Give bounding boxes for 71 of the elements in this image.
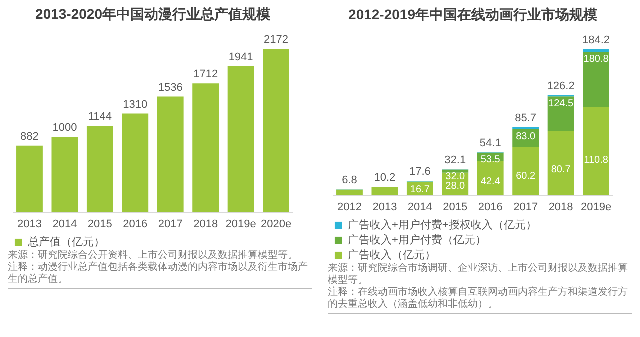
x-tick-label: 2014	[52, 218, 78, 230]
bar	[583, 107, 610, 195]
source-note: 来源：研究院综合公开资料、上市公司财报以及数据推算模型等。	[8, 250, 299, 262]
bar	[372, 187, 398, 195]
bar	[442, 170, 469, 173]
x-tick-label: 2018	[548, 202, 574, 214]
total-label: 6.8	[342, 174, 358, 187]
legend-label: 广告收入+用户付费（亿元）	[348, 234, 486, 246]
total-label: 10.2	[374, 172, 396, 184]
legend-label: 广告收入+用户付费+授权收入（亿元）	[348, 218, 537, 232]
x-tick-label: 2015	[443, 202, 468, 214]
chart-title: 2013-2020年中国动漫行业总产值规模	[36, 6, 272, 22]
x-tick-label: 2013	[372, 202, 398, 214]
x-tick-label: 2013	[17, 218, 42, 230]
data-label: 1712	[194, 68, 218, 81]
annotation: 53.5	[480, 154, 501, 166]
data-label: 1941	[228, 51, 254, 64]
data-label: 1144	[88, 111, 112, 124]
bar	[86, 126, 114, 212]
legend-label: 广告收入（亿元）	[348, 248, 436, 262]
bar	[192, 84, 220, 212]
chart-title: 2012-2019年中国在线动画行业市场规模	[348, 6, 598, 22]
x-tick-label: 2016	[478, 202, 503, 214]
bar	[548, 96, 574, 132]
bar	[512, 147, 540, 195]
annotation: 124.5	[548, 98, 574, 110]
x-tick-label: 2017	[158, 218, 183, 230]
annotation: 180.8	[584, 54, 610, 66]
x-tick-label: 2019e	[226, 218, 256, 230]
data-label: 60.2	[516, 170, 536, 182]
data-label: 1310	[123, 98, 148, 111]
x-tick-label: 2017	[514, 202, 538, 214]
bar	[228, 66, 254, 212]
bar	[477, 162, 504, 195]
annotation: 83.0	[516, 131, 536, 142]
x-tick-label: 2019e	[580, 202, 612, 214]
total-label: 32.1	[444, 154, 466, 167]
bar	[263, 49, 290, 212]
source-note: 来源：研究院综合市场调研、企业深访、上市公司财报以及数据推算模型等。	[328, 263, 629, 286]
data-label: 28.0	[446, 181, 466, 192]
x-tick-label: 2020e	[260, 218, 292, 230]
annotation: 32.0	[446, 172, 466, 183]
text: 注释：动漫行业总产值包括各类载体动漫的内容市场以及衍生市场产生的总产值。	[8, 262, 309, 286]
data-label: 882	[20, 130, 39, 143]
x-tick-label: 2018	[194, 218, 218, 230]
total-label: 54.1	[480, 137, 502, 150]
x-tick-label: 2012	[337, 202, 362, 214]
data-label: 42.4	[480, 176, 501, 188]
bar	[336, 190, 363, 195]
data-label: 2172	[264, 34, 289, 46]
bar	[583, 52, 610, 108]
data-label: 110.8	[584, 154, 609, 166]
legend-label: 总产值（亿元）	[27, 236, 105, 248]
text: 注释：在线动画市场收入核算自互联网动画内容生产方和渠道发行方的去重总收入（涵盖低幼和非低幼）。	[328, 287, 629, 311]
x-tick-label: 2015	[88, 218, 112, 230]
bar	[548, 131, 574, 195]
data-label: 1536	[158, 82, 183, 94]
total-label: 85.7	[515, 112, 537, 124]
bar	[52, 137, 78, 212]
data-label: 80.7	[551, 164, 572, 176]
data-label: 1000	[52, 122, 78, 134]
data-label: 16.7	[410, 184, 430, 196]
bar	[122, 114, 149, 212]
x-tick-label: 2014	[408, 202, 432, 214]
total-label: 184.2	[582, 34, 610, 46]
total-label: 126.2	[547, 80, 575, 92]
bar	[157, 96, 184, 212]
bar	[583, 49, 610, 52]
bar	[16, 146, 43, 212]
x-tick-label: 2016	[123, 218, 148, 230]
total-label: 17.6	[409, 166, 431, 178]
